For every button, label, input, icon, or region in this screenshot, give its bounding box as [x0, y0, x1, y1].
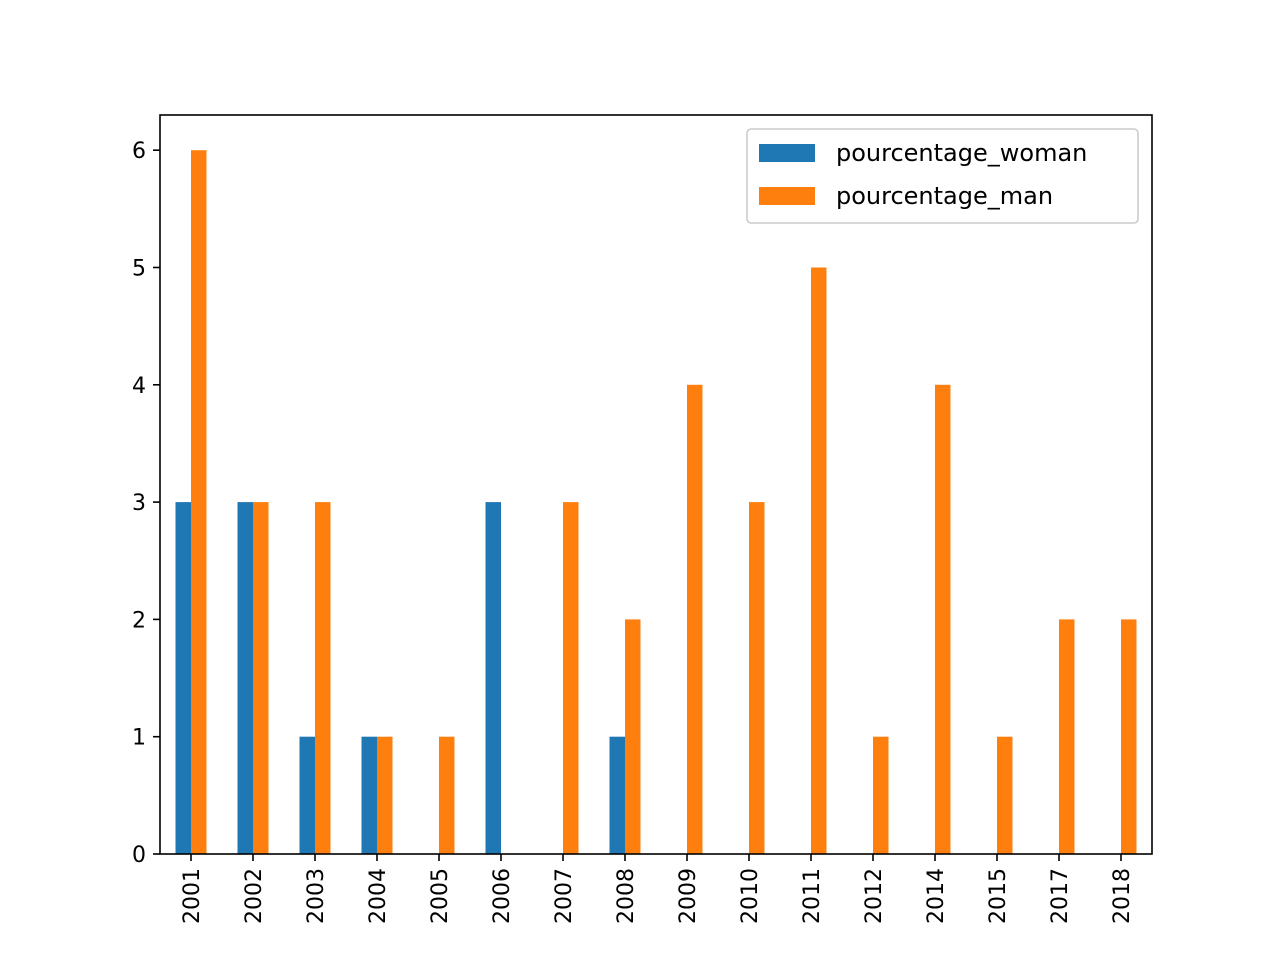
legend: pourcentage_woman pourcentage_man	[746, 128, 1139, 224]
x-tick-label: 2015	[986, 868, 1011, 924]
x-tick-label: 2004	[366, 868, 391, 924]
bar-pourcentage_man-2015	[997, 736, 1013, 854]
x-tick-label: 2012	[862, 868, 887, 924]
x-tick-label: 2018	[1110, 868, 1135, 924]
bar-pourcentage_man-2007	[563, 502, 579, 854]
bar-pourcentage_man-2004	[377, 736, 393, 854]
legend-label-pourcentage_man: pourcentage_man	[836, 182, 1053, 210]
x-tick-label: 2010	[738, 868, 763, 924]
bar-pourcentage_man-2003	[315, 502, 331, 854]
y-axis: 0 1 2 3 4 5 6	[132, 139, 160, 868]
x-tick-label: 2008	[614, 868, 639, 924]
bar-pourcentage_man-2011	[811, 267, 827, 854]
x-tick-label: 2011	[800, 868, 825, 924]
y-tick-label: 6	[132, 139, 146, 164]
y-tick-label: 3	[132, 491, 146, 516]
legend-swatch-pourcentage_man	[759, 187, 815, 205]
bar-pourcentage_man-2005	[439, 736, 455, 854]
x-tick-label: 2009	[676, 868, 701, 924]
bar-pourcentage_man-2002	[253, 502, 269, 854]
bar-pourcentage_man-2009	[687, 384, 703, 854]
bar-pourcentage_man-2017	[1059, 619, 1075, 854]
bar-pourcentage_woman-2001	[175, 502, 191, 854]
y-tick-label: 4	[132, 374, 146, 399]
bar-pourcentage_woman-2004	[361, 736, 377, 854]
legend-swatch-pourcentage_woman	[759, 144, 815, 162]
bar-pourcentage_man-2010	[749, 502, 765, 854]
legend-label-pourcentage_woman: pourcentage_woman	[836, 139, 1087, 167]
bar-pourcentage_woman-2008	[609, 736, 625, 854]
bars-group	[175, 150, 1137, 854]
bar-pourcentage_woman-2002	[237, 502, 253, 854]
bar-pourcentage_woman-2006	[485, 502, 501, 854]
bar-pourcentage_man-2014	[935, 384, 951, 854]
y-tick-label: 2	[132, 608, 146, 633]
x-axis: 2001 2002 2003 2004 2005 2006 2007 2008 2009 2010…	[180, 854, 1135, 924]
bar-pourcentage_man-2012	[873, 736, 889, 854]
x-tick-label: 2002	[242, 868, 267, 924]
y-tick-label: 5	[132, 256, 146, 281]
y-tick-label: 1	[132, 726, 146, 751]
x-tick-label: 2017	[1048, 868, 1073, 924]
x-tick-label: 2005	[428, 868, 453, 924]
plot-frame	[159, 114, 1153, 855]
bar-pourcentage_man-2018	[1121, 619, 1137, 854]
legend-box	[746, 128, 1139, 224]
x-tick-label: 2001	[180, 868, 205, 924]
x-tick-label: 2014	[924, 868, 949, 924]
bar-pourcentage_man-2001	[191, 150, 207, 854]
bar-pourcentage_man-2008	[625, 619, 641, 854]
bar-pourcentage_woman-2003	[299, 736, 315, 854]
x-tick-label: 2007	[552, 868, 577, 924]
y-tick-label: 0	[132, 843, 146, 868]
x-tick-label: 2006	[490, 868, 515, 924]
x-tick-label: 2003	[304, 868, 329, 924]
